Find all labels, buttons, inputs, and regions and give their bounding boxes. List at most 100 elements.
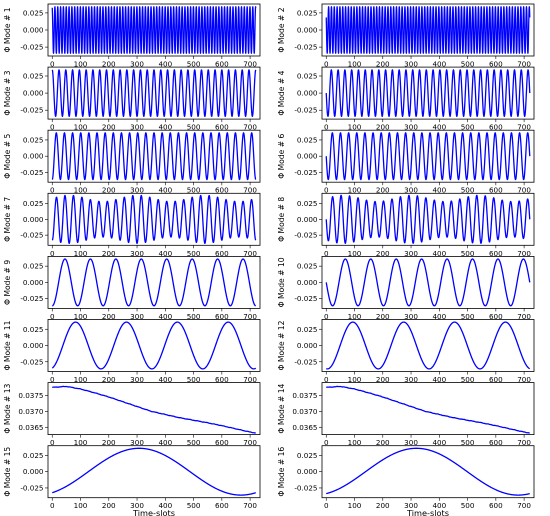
x-tick-label: 500: [187, 249, 201, 258]
series-line: [51, 69, 257, 118]
x-tick-label: 400: [158, 123, 172, 132]
y-tick-label: 0.025: [23, 71, 44, 80]
x-tick-label: 500: [461, 501, 475, 510]
y-axis-label: Φ Mode # 12: [277, 320, 286, 370]
y-axis-label: Φ Mode # 6: [277, 133, 286, 178]
y-axis-label: Φ Mode # 15: [3, 447, 12, 497]
y-tick-label: 0.025: [23, 451, 44, 460]
series-line: [325, 258, 531, 307]
y-tick-label: 0.000: [23, 152, 44, 161]
x-tick-label: 0: [50, 438, 55, 447]
y-tick-label: 0.0375: [18, 391, 43, 400]
x-tick-label: 200: [102, 312, 116, 321]
x-tick-label: 400: [432, 249, 446, 258]
y-tick-label: 0.0370: [292, 407, 318, 416]
subplot-mode-8: 0 100 200 300 400 500 600 700 0.025 0.000 -0.025 Φ …: [277, 192, 535, 258]
subplot-mode-5: 0 100 200 300 400 500 600 700 0.025 0.000 -0.025 Φ …: [3, 129, 261, 195]
x-tick-label: 500: [461, 60, 475, 69]
x-tick-label: 600: [489, 60, 503, 69]
x-tick-label: 600: [215, 60, 229, 69]
x-tick-label: 600: [215, 249, 229, 258]
x-tick-label: 500: [187, 186, 201, 195]
y-axis-label: Φ Mode # 13: [3, 383, 12, 433]
x-tick-label: 0: [50, 249, 55, 258]
x-tick-label: 100: [74, 60, 88, 69]
x-tick-label: 700: [243, 501, 257, 510]
y-axis-label: Φ Mode # 10: [277, 257, 286, 307]
subplot-mode-15: 0 100 200 300 400 500 600 700 0.025 0.000 -0.025 Φ …: [3, 445, 261, 510]
y-tick-label: 0.000: [297, 467, 318, 476]
x-tick-label: 0: [50, 186, 55, 195]
y-tick-label: -0.025: [294, 43, 317, 52]
subplot-mode-1: 0 100 200 300 400 500 600 700 0.025 0.000 -0.025 Φ …: [3, 3, 261, 69]
x-axis-label-right: Time-slots: [406, 508, 449, 516]
x-tick-label: 600: [489, 438, 503, 447]
x-tick-label: 600: [215, 312, 229, 321]
x-tick-label: 200: [376, 60, 390, 69]
x-tick-label: 300: [130, 123, 144, 132]
y-tick-label: 0.0365: [18, 423, 43, 432]
y-tick-label: 0.0375: [292, 391, 317, 400]
x-tick-label: 500: [461, 375, 475, 384]
x-tick-label: 700: [243, 438, 257, 447]
series-line: [51, 6, 257, 54]
x-tick-label: 100: [74, 438, 88, 447]
x-tick-label: 300: [130, 438, 144, 447]
series-line: [51, 321, 257, 370]
x-tick-label: 100: [74, 186, 88, 195]
x-tick-label: 100: [348, 186, 362, 195]
subplot-mode-7: 0 100 200 300 400 500 600 700 0.025 0.000 -0.025 Φ …: [3, 192, 261, 258]
y-tick-label: 0.025: [297, 451, 318, 460]
x-tick-label: 500: [461, 123, 475, 132]
x-tick-label: 300: [404, 438, 418, 447]
x-tick-label: 400: [158, 375, 172, 384]
y-tick-label: 0.000: [297, 341, 318, 350]
subplot-mode-4: 0 100 200 300 400 500 600 700 0.025 0.000 -0.025 Φ …: [277, 66, 535, 132]
x-tick-label: 200: [102, 123, 116, 132]
x-tick-label: 100: [74, 501, 88, 510]
x-tick-label: 200: [376, 123, 390, 132]
x-tick-label: 400: [158, 186, 172, 195]
x-tick-label: 100: [74, 123, 88, 132]
x-tick-label: 400: [432, 375, 446, 384]
y-axis-label: Φ Mode # 11: [3, 320, 12, 370]
y-tick-label: -0.025: [294, 106, 317, 115]
x-tick-label: 600: [489, 249, 503, 258]
series-line: [326, 385, 530, 434]
x-tick-label: 300: [404, 60, 418, 69]
y-tick-label: 0.000: [23, 278, 44, 287]
y-tick-label: -0.025: [20, 43, 43, 52]
y-tick-label: 0.025: [23, 262, 44, 271]
y-tick-label: 0.025: [23, 8, 44, 17]
x-tick-label: 700: [517, 438, 531, 447]
x-tick-label: 400: [432, 501, 446, 510]
x-tick-label: 200: [102, 249, 116, 258]
x-tick-label: 300: [130, 60, 144, 69]
y-axis-label: Φ Mode # 2: [277, 7, 286, 52]
x-tick-label: 600: [215, 501, 229, 510]
x-tick-label: 600: [489, 501, 503, 510]
series-line: [325, 447, 531, 496]
y-tick-label: 0.000: [23, 467, 44, 476]
y-tick-label: 0.000: [23, 26, 44, 35]
x-tick-label: 0: [324, 375, 329, 384]
x-tick-label: 0: [324, 312, 329, 321]
x-tick-label: 700: [517, 123, 531, 132]
x-tick-label: 600: [215, 375, 229, 384]
y-tick-label: 0.025: [23, 325, 44, 334]
x-tick-label: 100: [348, 60, 362, 69]
x-tick-label: 200: [102, 375, 116, 384]
x-tick-label: 0: [324, 501, 329, 510]
y-tick-label: 0.025: [297, 262, 318, 271]
x-tick-label: 700: [517, 501, 531, 510]
series-line: [52, 385, 256, 434]
y-tick-label: -0.025: [20, 357, 43, 366]
x-tick-label: 300: [130, 186, 144, 195]
x-tick-label: 0: [50, 312, 55, 321]
x-tick-label: 200: [376, 438, 390, 447]
y-tick-label: 0.025: [297, 135, 318, 144]
x-tick-label: 200: [376, 186, 390, 195]
x-tick-label: 300: [404, 312, 418, 321]
y-axis-label: Φ Mode # 1: [3, 7, 12, 52]
x-tick-label: 700: [243, 186, 257, 195]
